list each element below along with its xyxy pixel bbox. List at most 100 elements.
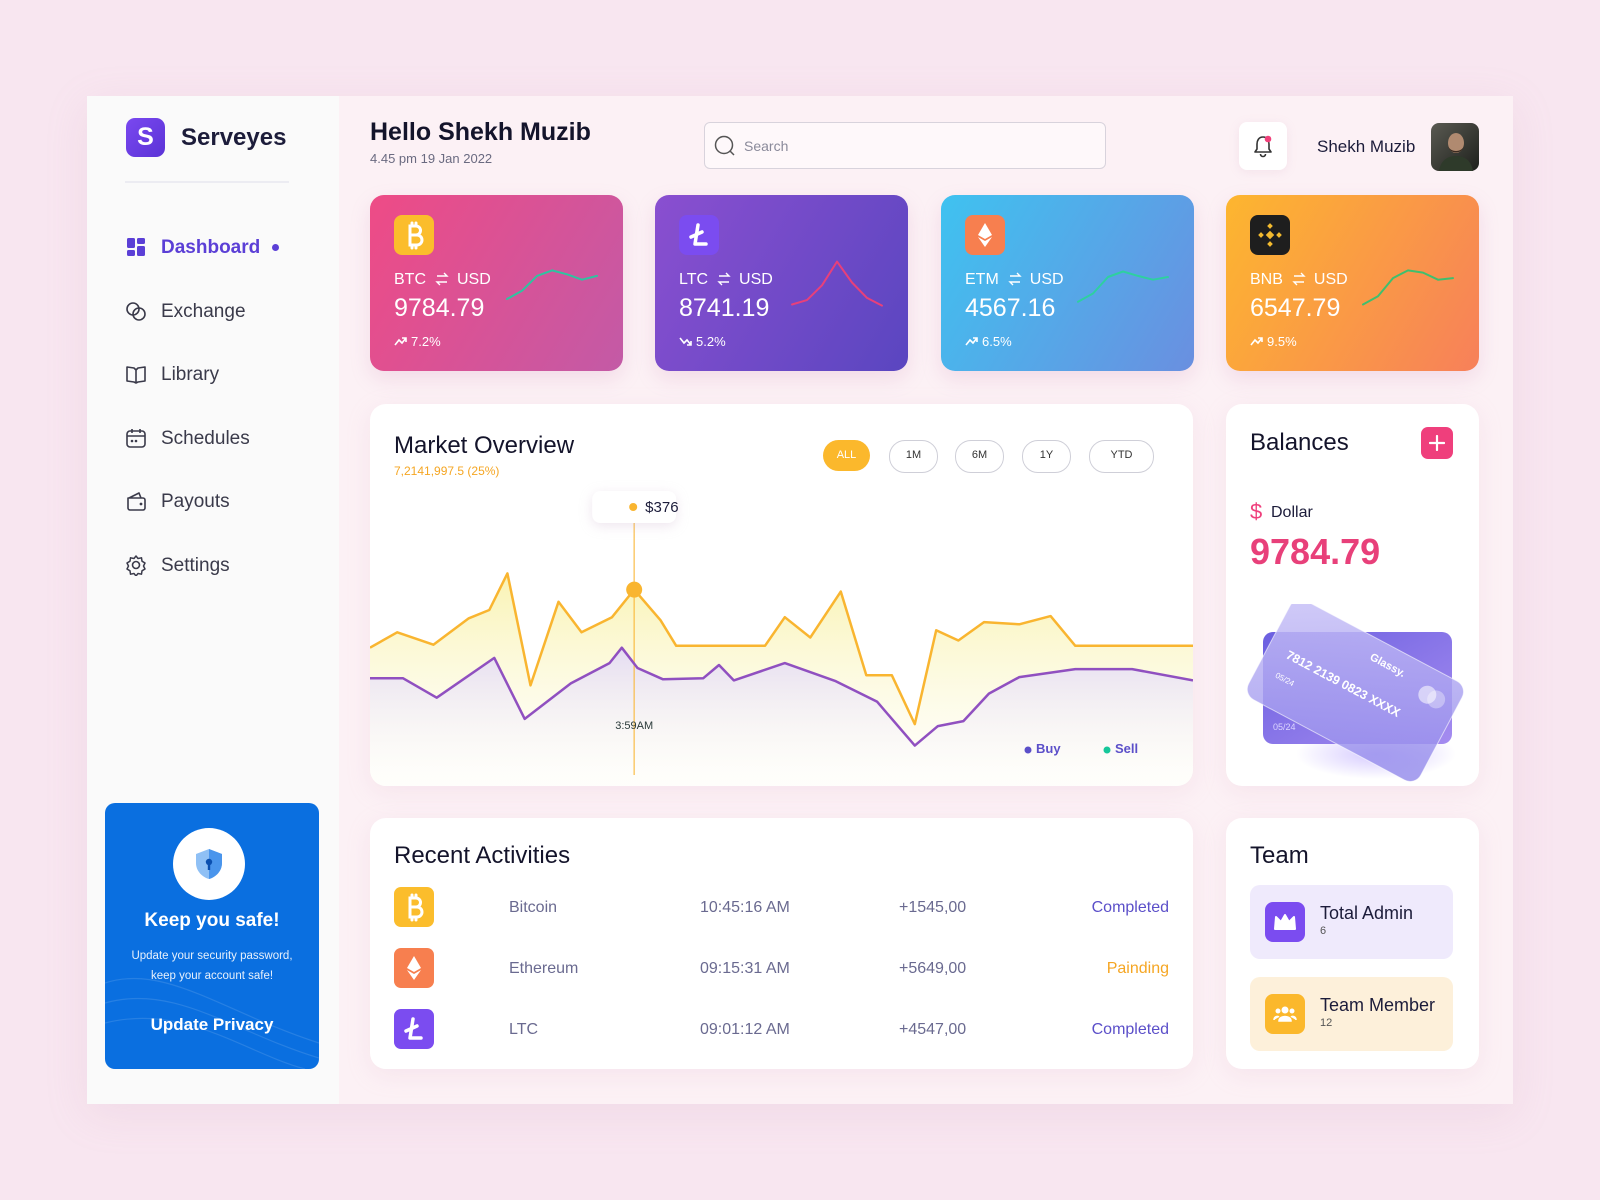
divider — [125, 181, 289, 183]
legend-dot — [1024, 746, 1032, 754]
logo-letter: S — [137, 123, 154, 151]
search-box[interactable]: Search — [704, 122, 1106, 169]
active-dot — [272, 244, 280, 251]
range-label: YTD — [1110, 449, 1133, 461]
datetime: 4.45 pm 19 Jan 2022 — [370, 151, 493, 166]
market-chart: $376 3:59AM Sell Buy — [370, 491, 1193, 786]
promo-text: Update your security password, — [131, 950, 293, 962]
range-label: 1M — [905, 449, 922, 461]
promo-button[interactable]: Update Privacy — [135, 1008, 289, 1040]
sparkline — [791, 260, 883, 307]
greeting: Hello Shekh Muzib — [370, 118, 591, 146]
range-button[interactable]: 1Y — [1022, 440, 1071, 473]
promo-title: Keep you safe! — [144, 910, 280, 931]
change-percent: 6.5% — [982, 334, 1012, 349]
nav-label: Payouts — [161, 491, 230, 513]
activity-icon — [394, 887, 434, 927]
back-card-expiry: 05/24 — [1273, 722, 1296, 732]
area — [370, 647, 1193, 786]
balance-amount: 9784.79 — [1250, 531, 1381, 572]
coin-price: 8741.19 — [679, 294, 770, 322]
activity-status: Painding — [1106, 960, 1169, 977]
search-icon — [714, 135, 735, 156]
team-item[interactable]: Total Admin 6 — [1250, 885, 1453, 959]
nav-label: Settings — [161, 555, 230, 576]
shield-icon — [196, 849, 222, 879]
range-label: 1Y — [1039, 449, 1054, 461]
nav-item[interactable]: Library — [117, 356, 317, 392]
team-label: Total Admin — [1320, 903, 1414, 923]
nav-item[interactable]: Settings — [117, 547, 317, 583]
coin-icon — [1250, 215, 1290, 255]
activity-row[interactable]: Bitcoin 10:45:16 AM +1545,00 Completed — [370, 885, 1193, 929]
promo-waves — [105, 977, 319, 1069]
ticker-card[interactable]: BTC USD 9784.79 7.2% — [370, 195, 623, 371]
add-button[interactable] — [1421, 427, 1453, 459]
trend-icon — [965, 337, 978, 346]
balances-card: Balances $ Dollar 9784.79 05/24 Glassy. 7812 2… — [1226, 404, 1479, 786]
activity-row[interactable]: LTC 09:01:12 AM +4547,00 Completed — [370, 1007, 1193, 1051]
activity-row[interactable]: Ethereum 09:15:31 AM +5649,00 Painding — [370, 946, 1193, 990]
nav-icon — [126, 366, 146, 384]
plus-icon — [1429, 435, 1445, 451]
team-item[interactable]: Team Member 12 — [1250, 977, 1453, 1051]
activity-amount: +5649,00 — [899, 960, 967, 977]
coin-price: 6547.79 — [1250, 294, 1341, 322]
nav-item[interactable]: Dashboard — [117, 229, 317, 265]
trend-icon — [1250, 337, 1263, 346]
main: Hello Shekh Muzib 4.45 pm 19 Jan 2022 Sear… — [87, 96, 1513, 1104]
exchange-icon — [1292, 272, 1306, 286]
range-button[interactable]: YTD — [1089, 440, 1154, 473]
nav-label: Schedules — [161, 427, 250, 449]
ticker-card[interactable]: ETM USD 4567.16 6.5% — [941, 195, 1194, 371]
card-chip-b — [1427, 690, 1446, 709]
range-button[interactable]: ALL — [823, 440, 870, 471]
range-button[interactable]: 1M — [889, 440, 938, 473]
quote-symbol: USD — [739, 271, 773, 288]
nav-item[interactable]: Payouts — [117, 483, 317, 519]
coin-price: 9784.79 — [394, 294, 485, 322]
tooltip-value: $376 — [645, 499, 678, 516]
team-count: 6 — [1320, 925, 1327, 937]
activity-name: Bitcoin — [509, 899, 558, 916]
activities-title: Recent Activities — [394, 842, 571, 869]
line-series — [370, 572, 1193, 726]
logo-box — [126, 118, 165, 157]
front-card-body — [1246, 604, 1465, 782]
activity-status: Completed — [1091, 899, 1169, 916]
user-name[interactable]: Shekh Muzib — [1317, 137, 1416, 156]
range-label: 6M — [971, 449, 988, 461]
quote-symbol: USD — [1313, 271, 1348, 288]
ticker-card[interactable]: LTC USD 8741.19 5.2% — [655, 195, 908, 371]
activities-card: Recent Activities Bitcoin 10:45:16 AM +1545… — [370, 818, 1193, 1069]
coin-symbol: BNB — [1250, 271, 1283, 288]
coin-price: 4567.16 — [965, 294, 1056, 322]
time-label: 3:59AM — [615, 720, 653, 732]
team-count: 12 — [1320, 1017, 1333, 1029]
nav-icon — [126, 555, 146, 576]
notification-button[interactable] — [1239, 122, 1287, 170]
exchange-icon — [1008, 272, 1022, 286]
nav-item[interactable]: Exchange — [117, 293, 317, 329]
legend-label: Buy — [1036, 741, 1061, 756]
ticker-card[interactable]: BNB USD 6547.79 9.5% — [1226, 195, 1479, 371]
range-button[interactable]: 6M — [955, 440, 1004, 473]
trend-icon — [394, 337, 407, 346]
team-title: Team — [1250, 842, 1309, 869]
team-label: Team Member — [1320, 995, 1436, 1015]
nav-item[interactable]: Schedules — [117, 420, 317, 456]
range-label: ALL — [836, 449, 857, 461]
app-frame: S Serveyes Dashboard Exchange Library Schedul… — [87, 96, 1513, 1104]
activity-amount: +4547,00 — [899, 1021, 967, 1038]
exchange-icon — [717, 272, 731, 286]
coin-symbol: ETM — [965, 271, 999, 288]
legend-dot — [1103, 746, 1111, 754]
currency-symbol: $ — [1250, 499, 1263, 524]
promo-button-label: Update Privacy — [150, 1015, 274, 1034]
sparkline-box — [1077, 270, 1169, 303]
market-title: Market Overview — [394, 432, 575, 459]
nav-icon — [127, 238, 145, 256]
activity-icon — [394, 1009, 434, 1049]
